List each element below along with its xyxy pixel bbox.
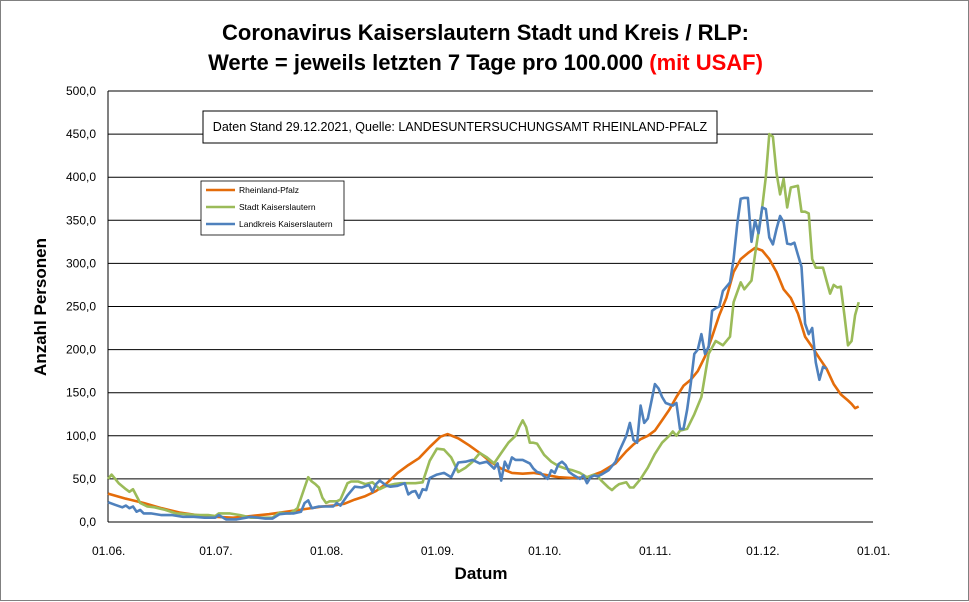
y-tick-label: 0,0 xyxy=(79,515,96,529)
y-tick-label: 50,0 xyxy=(73,472,97,486)
x-tick-label: 01.10. xyxy=(528,544,561,558)
y-tick-label: 200,0 xyxy=(66,343,96,357)
annotation-text: Daten Stand 29.12.2021, Quelle: LANDESUN… xyxy=(213,120,708,134)
legend-label: Stadt Kaiserslautern xyxy=(239,202,316,212)
grid-lines xyxy=(107,90,873,523)
y-tick-label: 150,0 xyxy=(66,386,96,400)
y-tick-label: 450,0 xyxy=(66,127,96,141)
x-tick-label: 01.06. xyxy=(92,544,125,558)
legend-label: Rheinland-Pfalz xyxy=(239,185,299,195)
y-tick-label: 300,0 xyxy=(66,256,96,270)
y-tick-label: 350,0 xyxy=(66,213,96,227)
x-tick-label: 01.08. xyxy=(310,544,343,558)
y-tick-label: 400,0 xyxy=(66,170,96,184)
x-tick-label: 01.12. xyxy=(746,544,779,558)
y-tick-label: 100,0 xyxy=(66,429,96,443)
y-tick-label: 250,0 xyxy=(66,300,96,314)
x-tick-label: 01.09. xyxy=(421,544,454,558)
x-tick-label: 01.11. xyxy=(639,544,671,558)
y-axis-label: Anzahl Personen xyxy=(31,238,50,376)
annotation-frame xyxy=(202,110,718,144)
chart-title-highlight: (mit USAF) xyxy=(649,50,763,75)
y-tick-labels: 0,0 50,0 100,0 150,0 200,0 250,0 300,0 350,0 400… xyxy=(66,84,96,529)
x-axis-label: Datum xyxy=(455,564,508,583)
chart-title-line-1: Coronavirus Kaiserslautern Stadt und Kre… xyxy=(222,20,749,45)
series-lines xyxy=(107,132,860,521)
chart-title-line-2: Werte = jeweils letzten 7 Tage pro 100.0… xyxy=(1,50,969,76)
series-line-2 xyxy=(107,196,828,521)
legend: Rheinland-Pfalz Stadt Kaiserslautern Landk… xyxy=(200,180,345,236)
x-tick-label: 01.07. xyxy=(199,544,232,558)
x-tick-label: 01.01. xyxy=(857,544,890,558)
y-tick-label: 500,0 xyxy=(66,84,96,98)
x-tick-labels: 01.06. 01.07. 01.08. 01.09. 01.10. 01.11. 01.1… xyxy=(92,544,890,558)
annotation-box: Daten Stand 29.12.2021, Quelle: LANDESUN… xyxy=(202,110,718,144)
legend-label: Landkreis Kaiserslautern xyxy=(239,219,333,229)
chart-title-line-2-text: Werte = jeweils letzten 7 Tage pro 100.0… xyxy=(208,50,650,75)
